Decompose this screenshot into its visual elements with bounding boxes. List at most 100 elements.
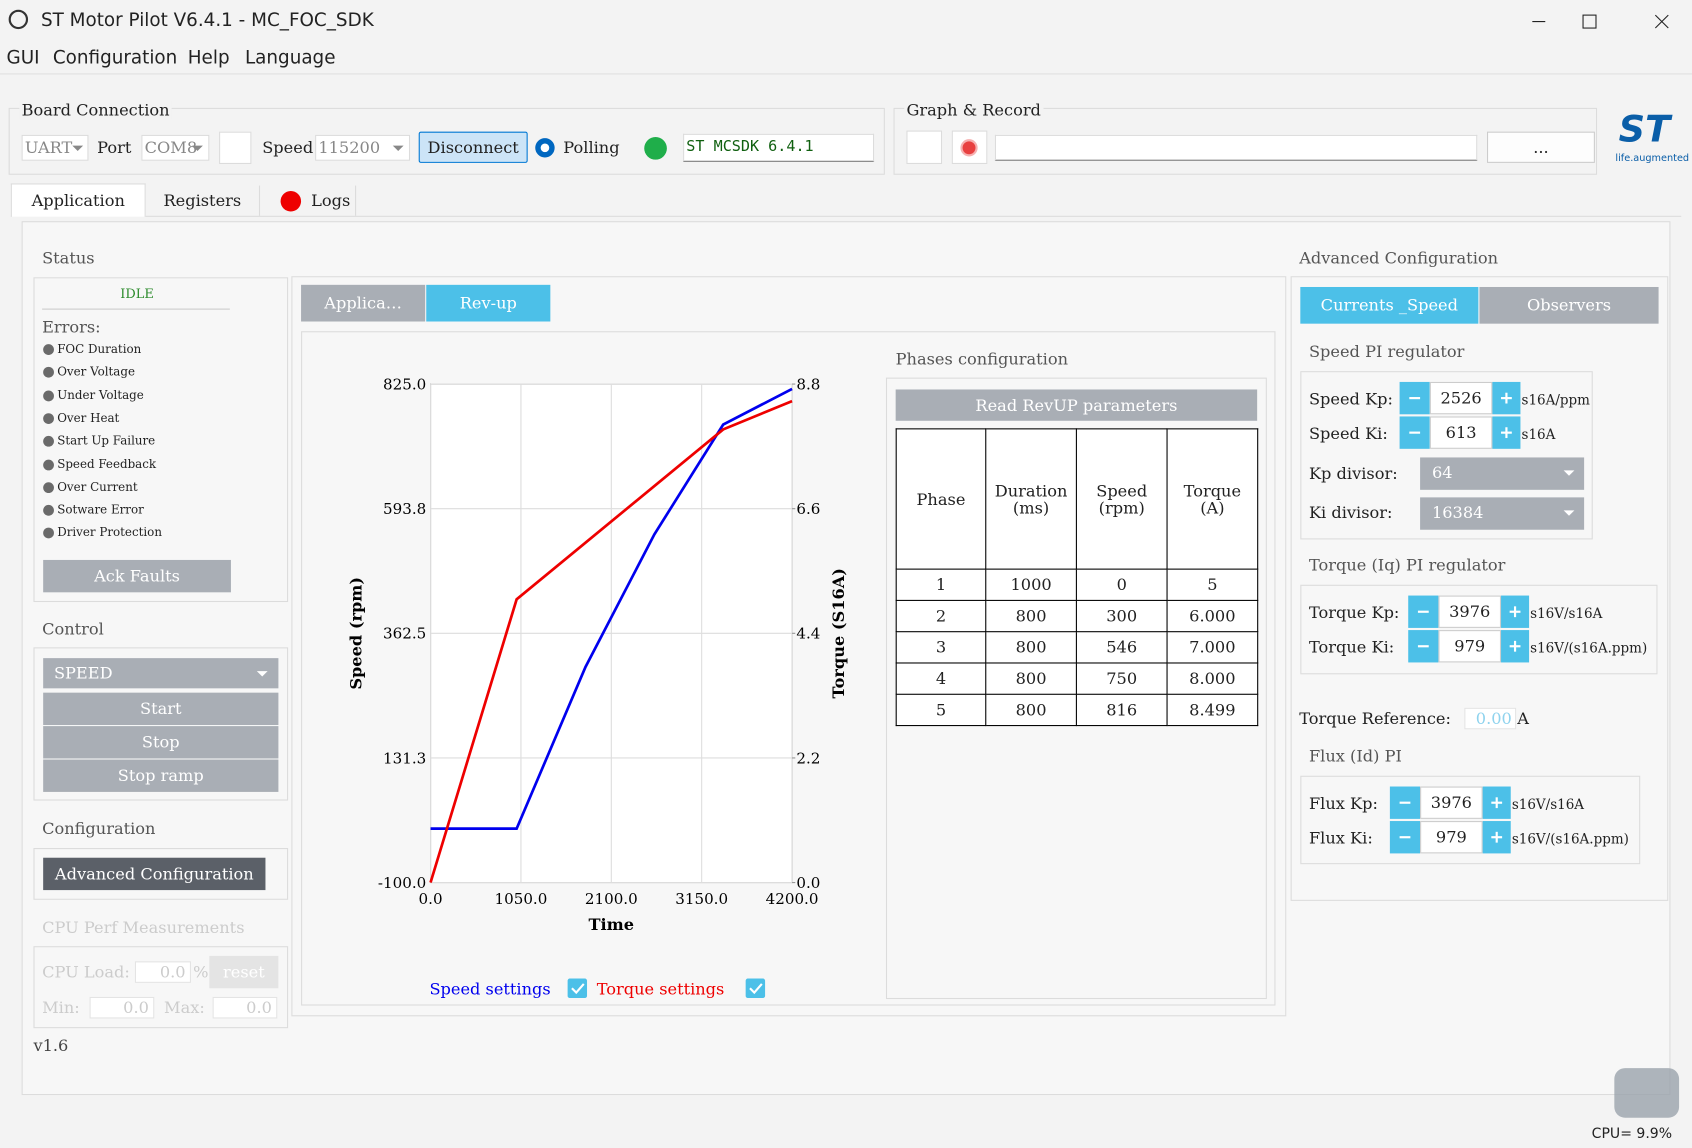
ack-faults-button[interactable]: Ack Faults [43, 559, 231, 593]
advanced-config-button[interactable]: Advanced Configuration [43, 857, 266, 891]
spin-value[interactable]: 2526 [1440, 388, 1482, 408]
decrement-button[interactable] [1399, 381, 1430, 415]
table-cell[interactable]: 6.000 [1166, 599, 1259, 633]
read-revup-button[interactable]: Read RevUP parameters [895, 389, 1258, 421]
error-label: Speed Feedback [57, 456, 157, 471]
combo-box[interactable] [1420, 497, 1585, 530]
dropdown-arrow [1563, 510, 1575, 516]
legend-checkbox[interactable] [567, 978, 588, 998]
tab[interactable]: Application [10, 183, 146, 217]
control-button[interactable]: Start [43, 692, 279, 726]
error-led [43, 528, 54, 539]
table-cell[interactable]: 4 [895, 662, 987, 695]
combo-value[interactable]: UART [24, 138, 73, 158]
combo-value[interactable]: 64 [1431, 462, 1453, 483]
legend-checkbox[interactable] [745, 978, 766, 998]
table-cell[interactable]: 5 [1166, 568, 1259, 601]
decrement-button[interactable] [1408, 630, 1439, 663]
table-cell[interactable]: 300 [1075, 599, 1168, 633]
table-cell[interactable]: 800 [985, 693, 1077, 727]
increment-button[interactable] [1501, 595, 1530, 628]
chat-icon [1614, 1068, 1680, 1118]
table-cell[interactable]: 816 [1075, 693, 1168, 727]
error-led [43, 482, 54, 493]
combo-value[interactable]: 115200 [318, 138, 381, 158]
field [212, 996, 278, 1019]
torque-reference[interactable]: 0.00 [1475, 708, 1512, 729]
table-cell[interactable]: 0 [1075, 568, 1168, 601]
table-cell[interactable]: 3 [895, 631, 987, 664]
section-title: CPU Perf Measurements [42, 918, 245, 938]
table-cell[interactable]: 750 [1075, 662, 1168, 695]
combo-value[interactable]: 16384 [1431, 502, 1484, 523]
menu-item[interactable]: Configuration [52, 47, 178, 70]
spin-value[interactable]: 3976 [1430, 792, 1472, 813]
table-cell[interactable]: 2 [895, 599, 987, 633]
refresh-button [219, 131, 252, 164]
error-label: Driver Protection [57, 525, 162, 540]
unit: s16V/(s16A.ppm) [1530, 639, 1648, 656]
y2-tick-label: 4.4 [796, 625, 820, 643]
reset-button[interactable]: reset [209, 955, 279, 989]
increment-button[interactable] [1482, 786, 1511, 819]
field-label: CPU Load: [42, 962, 130, 982]
table-cell[interactable]: 1 [895, 568, 987, 601]
decrement-button[interactable] [1389, 821, 1421, 854]
firmware-version: ST MCSDK 6.4.1 [686, 138, 814, 156]
menu-item[interactable]: Help [187, 47, 230, 70]
table-cell[interactable]: 7.000 [1166, 631, 1259, 664]
table-row: 2 800 300 6.000 [895, 599, 1259, 633]
spin-value[interactable]: 979 [1454, 636, 1486, 656]
increment-button[interactable] [1492, 416, 1521, 449]
tab[interactable]: Logs [306, 185, 357, 216]
combo-value[interactable]: SPEED [53, 663, 113, 683]
decrement-button[interactable] [1399, 416, 1430, 449]
radio-button[interactable] [535, 138, 555, 158]
disconnect-button[interactable]: Disconnect [418, 131, 528, 163]
spin-value[interactable]: 613 [1445, 422, 1477, 443]
subtab[interactable]: Applica… [301, 284, 426, 322]
decrement-button[interactable] [1389, 786, 1421, 819]
table-row: 3 800 546 7.000 [895, 631, 1259, 664]
field [134, 961, 192, 983]
table-cell[interactable]: 800 [985, 599, 1077, 633]
subtab[interactable]: Currents _Speed [1300, 286, 1479, 324]
table-cell[interactable]: 1000 [985, 568, 1077, 601]
subtab[interactable]: Rev-up [426, 284, 551, 322]
x-tick-label: 0.0 [419, 890, 443, 908]
status-ok-icon [644, 137, 667, 160]
torque-pi-box [1300, 584, 1658, 675]
table-cell[interactable]: 8.000 [1166, 662, 1259, 695]
window-controls [1532, 14, 1669, 29]
browse-button[interactable]: ... [1486, 131, 1595, 163]
menu-item[interactable]: GUI [6, 47, 40, 70]
error-label: Over Heat [57, 410, 120, 425]
spin-value[interactable]: 3976 [1449, 602, 1491, 622]
table-cell[interactable]: 800 [985, 631, 1077, 664]
table-cell[interactable]: 5 [895, 693, 987, 727]
field-label: Flux Ki: [1308, 828, 1373, 849]
header-cell: Duration (ms) [985, 428, 1077, 570]
unit: s16V/s16A [1511, 796, 1585, 813]
radio-label: Polling [563, 138, 620, 158]
control-button[interactable]: Stop ramp [43, 759, 279, 792]
decrement-button[interactable] [1408, 595, 1439, 628]
table-cell[interactable]: 8.499 [1166, 693, 1259, 727]
tab[interactable]: Registers [146, 185, 261, 216]
table-cell[interactable]: 546 [1075, 631, 1168, 664]
combo-box[interactable] [1420, 457, 1585, 490]
spin-field [1429, 381, 1493, 415]
increment-button[interactable] [1492, 381, 1521, 415]
combo-value[interactable]: COM8 [144, 138, 198, 158]
increment-button[interactable] [1501, 630, 1530, 663]
menu-item[interactable]: Language [244, 47, 336, 70]
increment-button[interactable] [1482, 821, 1511, 854]
plus-icon [1501, 427, 1512, 439]
control-button[interactable]: Stop [43, 726, 279, 759]
table-row: 1 1000 0 5 [895, 568, 1259, 601]
mode-combo[interactable] [43, 658, 279, 689]
error-led [43, 413, 54, 424]
subtab[interactable]: Observers [1479, 286, 1659, 324]
spin-value[interactable]: 979 [1435, 827, 1467, 847]
table-cell[interactable]: 800 [985, 662, 1077, 695]
